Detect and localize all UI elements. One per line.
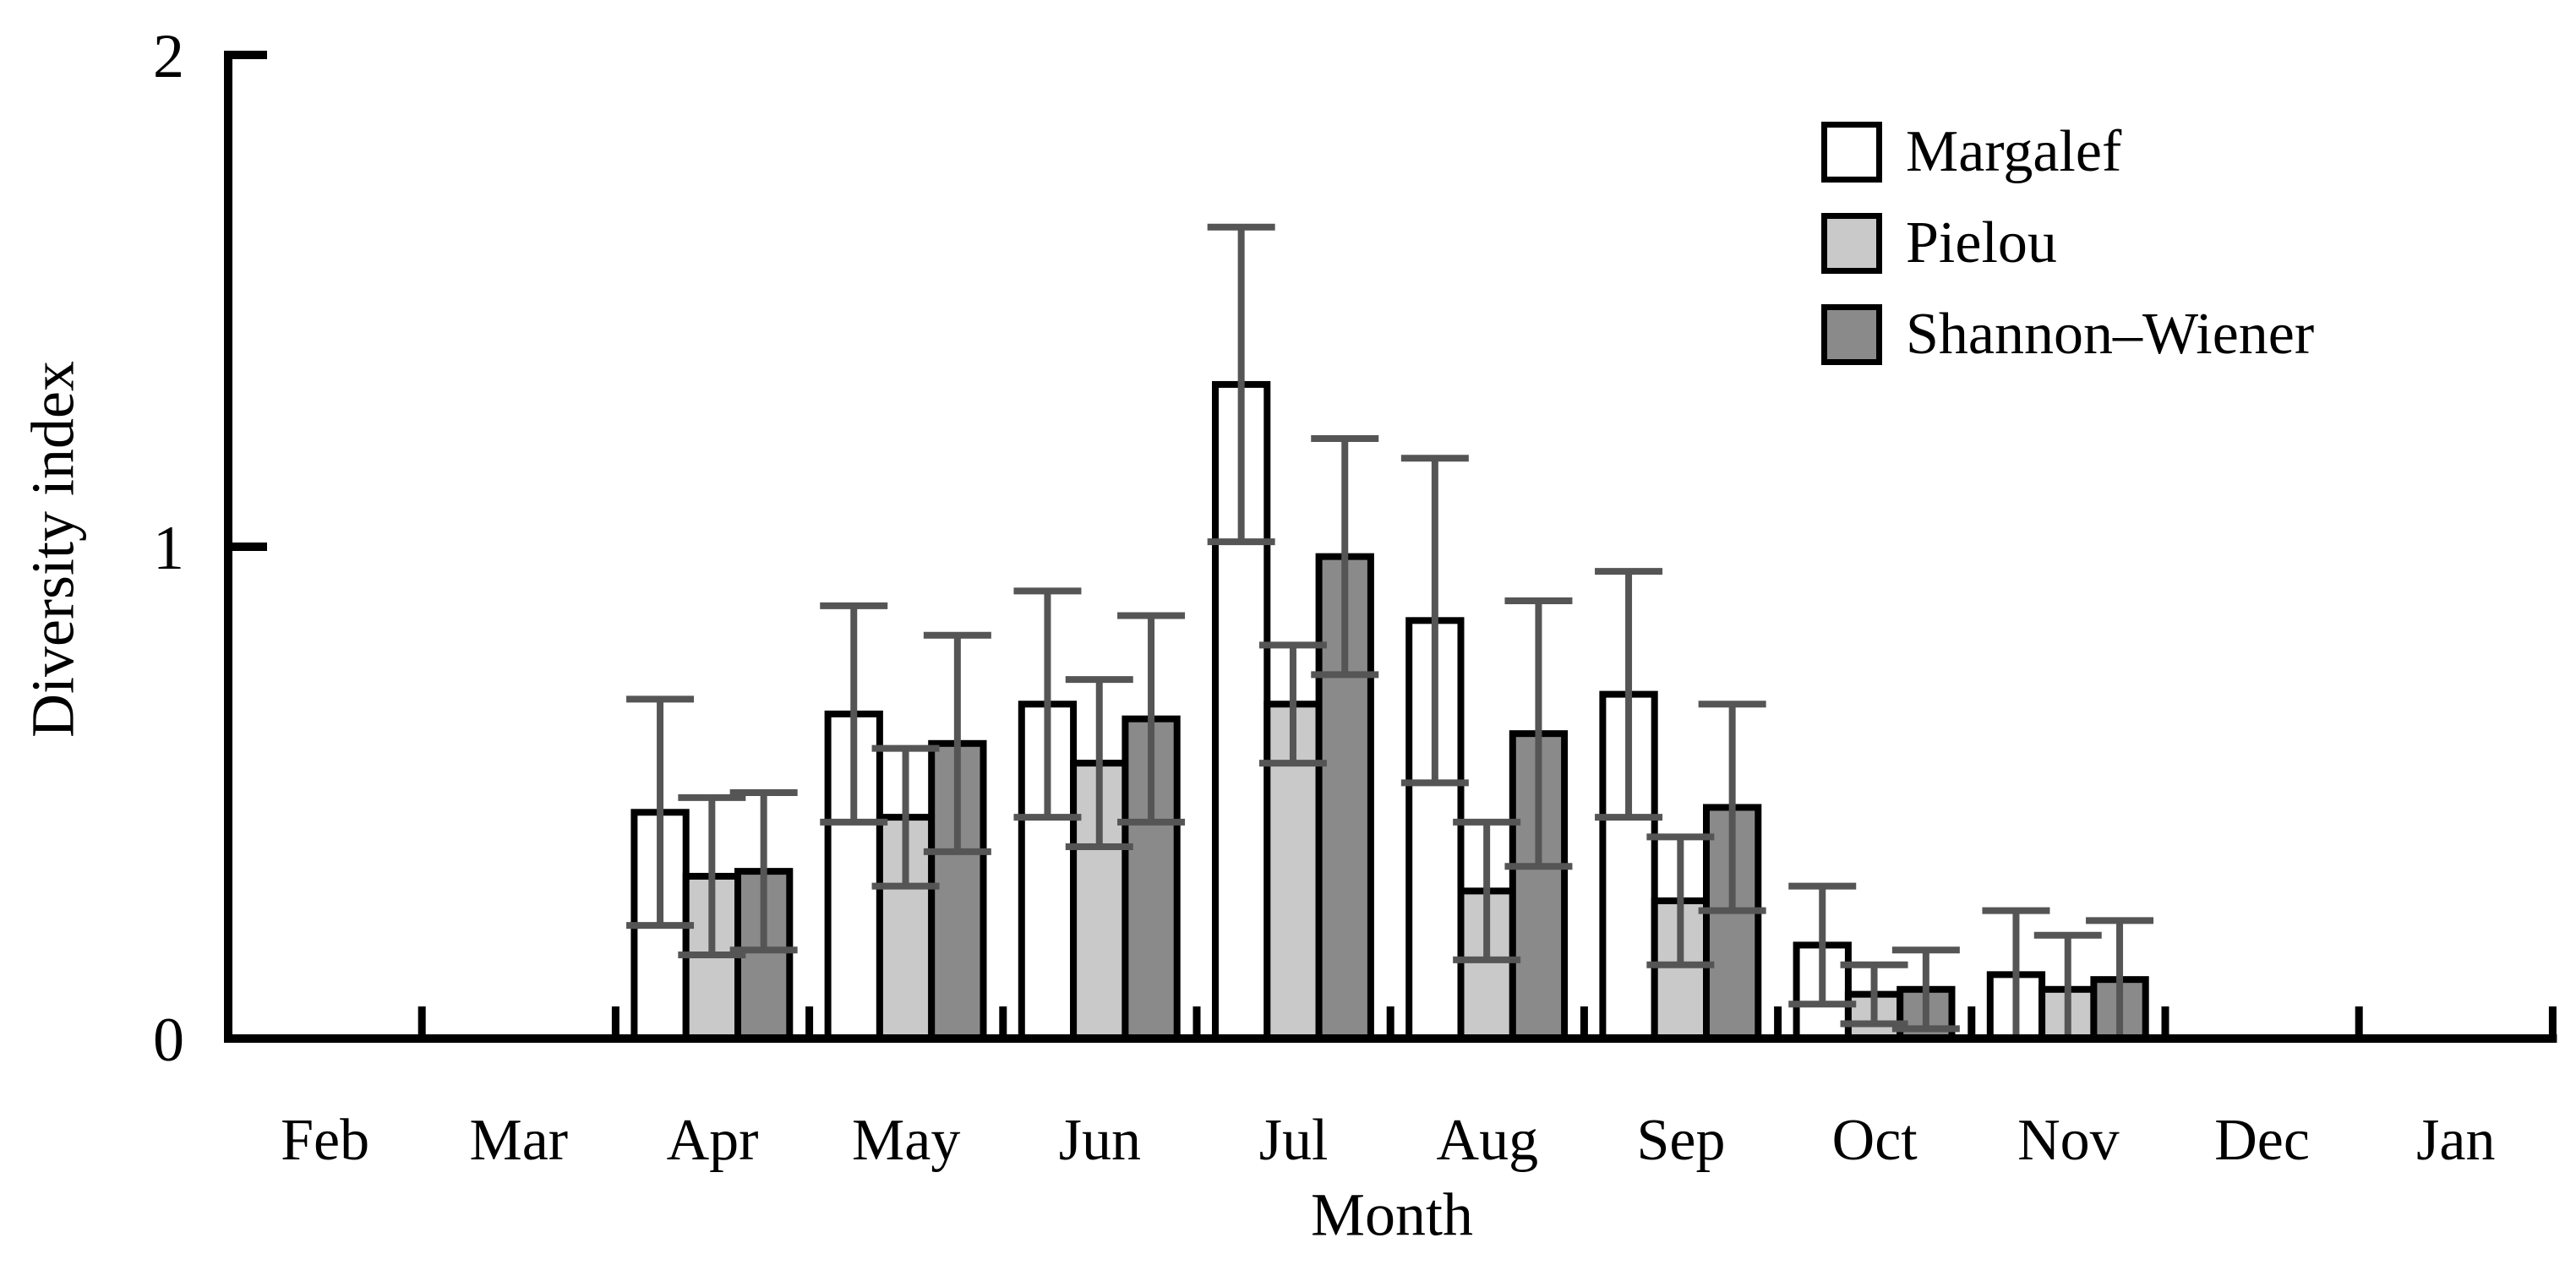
x-axis-title: Month (1310, 1181, 1474, 1249)
x-tick-label-nov: Nov (2017, 1108, 2120, 1173)
y-tick-label: 0 (153, 1006, 184, 1075)
legend-label-shannon-wiener: Shannon–Wiener (1906, 302, 2315, 367)
legend-label-pielou: Pielou (1906, 210, 2057, 275)
legend-item-margalef: Margalef (1821, 106, 2314, 198)
x-tick-label-oct: Oct (1832, 1108, 1918, 1173)
x-tick-label-aug: Aug (1437, 1108, 1539, 1173)
x-tick-label-jan: Jan (2416, 1108, 2495, 1173)
x-tick-label-mar: Mar (469, 1108, 568, 1173)
x-tick-label-sep: Sep (1637, 1108, 1726, 1173)
x-tick-label-feb: Feb (281, 1108, 369, 1173)
legend-swatch-shannon-wiener (1821, 304, 1882, 365)
legend-swatch-margalef (1821, 122, 1882, 183)
x-tick-label-dec: Dec (2214, 1108, 2310, 1173)
legend-item-pielou: Pielou (1821, 198, 2314, 289)
x-tick-label-apr: Apr (667, 1108, 759, 1173)
x-tick-label-jul: Jul (1259, 1108, 1329, 1173)
legend-swatch-pielou (1821, 213, 1882, 274)
x-tick-label-jun: Jun (1059, 1108, 1141, 1173)
y-tick-label: 2 (153, 22, 184, 91)
x-tick-label-may: May (852, 1108, 960, 1173)
legend: Margalef Pielou Shannon–Wiener (1821, 106, 2314, 380)
legend-item-shannon-wiener: Shannon–Wiener (1821, 289, 2314, 380)
y-tick-label: 1 (153, 514, 184, 583)
y-axis-title: Diversity index (19, 361, 87, 738)
legend-label-margalef: Margalef (1906, 119, 2122, 184)
